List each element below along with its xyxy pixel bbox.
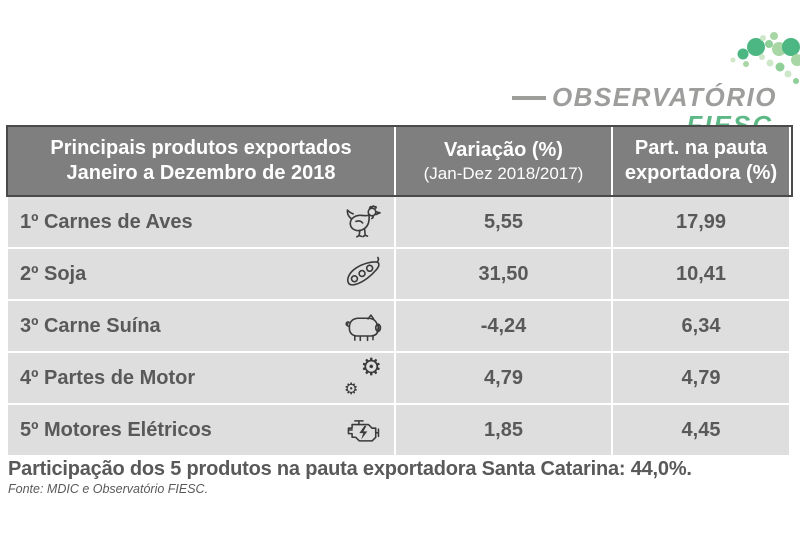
soybean-icon xyxy=(342,253,384,295)
gears-icon: ⚙ ⚙ xyxy=(344,353,382,398)
table-row: 4º Partes de Motor ⚙ ⚙ 4,79 4,79 xyxy=(8,353,791,403)
product-cell: 5º Motores Elétricos xyxy=(8,405,394,455)
source-text: Fonte: MDIC e Observatório FIESC. xyxy=(8,482,209,496)
share-cell: 10,41 xyxy=(613,249,789,299)
variation-cell: 31,50 xyxy=(396,249,611,299)
share-cell: 4,45 xyxy=(613,405,789,455)
logo-dots-icon xyxy=(730,32,800,84)
variation-cell: 4,79 xyxy=(396,353,611,403)
product-cell: 2º Soja xyxy=(8,249,394,299)
header-share: Part. na pauta exportadora (%) xyxy=(613,127,789,195)
variation-cell: 5,55 xyxy=(396,197,611,247)
summary-text: Participação dos 5 produtos na pauta exp… xyxy=(8,458,692,480)
product-cell: 1º Carnes de Aves xyxy=(8,197,394,247)
product-cell: 4º Partes de Motor ⚙ ⚙ xyxy=(8,353,394,403)
logo-brand-top: OBSERVATÓRIO xyxy=(551,82,777,112)
exports-table: Principais produtos exportados Janeiro a… xyxy=(8,127,791,455)
engine-icon xyxy=(342,409,384,451)
logo-dash xyxy=(511,96,546,100)
variation-cell: -4,24 xyxy=(396,301,611,351)
table-body: 1º Carnes de Aves xyxy=(8,197,791,455)
product-label: 3º Carne Suína xyxy=(20,314,161,337)
product-cell: 3º Carne Suína xyxy=(8,301,394,351)
table-row: 1º Carnes de Aves xyxy=(8,197,791,247)
table-row: 3º Carne Suína xyxy=(8,301,791,351)
table-row: 5º Motores Elétricos 1,85 4,45 xyxy=(8,405,791,455)
product-label: 5º Motores Elétricos xyxy=(20,418,212,441)
table-header-row: Principais produtos exportados Janeiro a… xyxy=(8,127,791,195)
share-cell: 4,79 xyxy=(613,353,789,403)
header-products: Principais produtos exportados Janeiro a… xyxy=(8,127,394,195)
pig-icon xyxy=(342,305,384,347)
chicken-icon xyxy=(342,201,384,243)
product-label: 4º Partes de Motor xyxy=(20,366,196,389)
share-cell: 6,34 xyxy=(613,301,789,351)
product-label: 2º Soja xyxy=(20,262,87,285)
variation-cell: 1,85 xyxy=(396,405,611,455)
header-variation: Variação (%) (Jan-Dez 2018/2017) xyxy=(396,127,611,195)
table-row: 2º Soja 31,50 10,41 xyxy=(8,249,791,299)
share-cell: 17,99 xyxy=(613,197,789,247)
product-label: 1º Carnes de Aves xyxy=(20,210,193,233)
